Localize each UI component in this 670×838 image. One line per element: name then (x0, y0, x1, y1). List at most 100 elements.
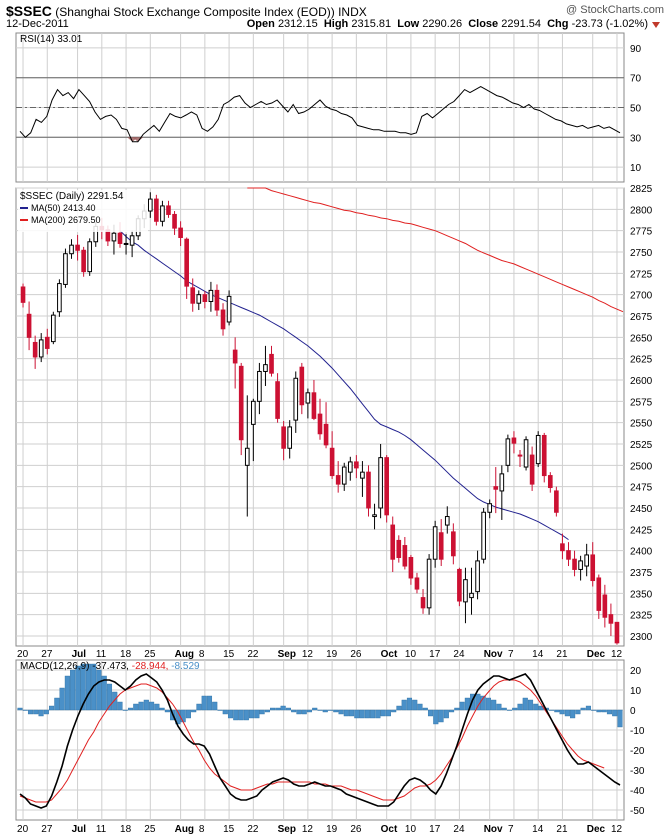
rsi-tick-label: 50 (630, 104, 642, 115)
quote-summary: Open 2312.15 High 2315.81 Low 2290.26 Cl… (247, 18, 648, 30)
macd-histogram-bar (149, 701, 155, 711)
price-x-label: 14 (532, 649, 544, 660)
macd-histogram-bar (533, 703, 539, 711)
macd-histogram-bar (612, 709, 618, 717)
price-x-label: 27 (41, 649, 53, 660)
candle-body (481, 511, 486, 560)
macd-x-label: 17 (429, 824, 441, 835)
macd-histogram-bar (517, 703, 523, 711)
rsi-legend: RSI(14) 33.01 (20, 34, 83, 45)
macd-tick-label: 0 (630, 706, 636, 717)
rsi-tick-label: 30 (630, 133, 642, 144)
candle-body (184, 238, 189, 287)
macd-histogram-bar (591, 709, 597, 711)
macd-histogram-bar (491, 699, 497, 711)
ma200-legend: MA(200) 2679.50 (31, 215, 101, 225)
price-x-label: Dec (587, 649, 606, 660)
macd-histogram-bar (443, 709, 449, 719)
macd-histogram-bar (601, 709, 607, 713)
macd-histogram-bar (506, 709, 513, 711)
macd-histogram-bar (270, 707, 276, 711)
candle-body (426, 558, 432, 609)
price-x-label: 12 (611, 649, 623, 660)
candle-body (529, 454, 535, 485)
macd-histogram-bar (422, 707, 428, 711)
candle-body (366, 471, 371, 509)
price-tick-label: 2750 (630, 248, 653, 259)
macd-histogram-bar (275, 707, 281, 711)
price-tick-label: 2425 (630, 525, 653, 536)
macd-x-label: Aug (175, 824, 194, 835)
candle-body (457, 568, 462, 602)
macd-histogram-bar (391, 709, 397, 713)
macd-x-label: 10 (405, 824, 417, 835)
macd-histogram-bar (143, 699, 149, 711)
candle-body (87, 241, 93, 273)
price-x-label: Aug (175, 649, 194, 660)
macd-histogram-bar (217, 709, 223, 711)
macd-histogram-bar (349, 709, 355, 717)
price-tick-label: 2550 (630, 419, 653, 430)
candle-body (438, 532, 444, 560)
macd-histogram-bar (380, 709, 386, 717)
rsi-line (19, 86, 621, 143)
candle-body (226, 295, 232, 323)
macd-histogram-bar (206, 695, 213, 711)
credit-link[interactable]: @ StockCharts.com (566, 4, 664, 16)
macd-histogram-bar (364, 709, 370, 719)
candle-body (547, 475, 553, 489)
candle-body (166, 205, 171, 215)
macd-histogram-bar (96, 669, 102, 711)
candle-body (378, 457, 383, 509)
macd-x-label: Jul (72, 824, 87, 835)
price-x-label: 7 (508, 649, 514, 660)
macd-histogram-bar (527, 699, 534, 711)
macd-x-label: 20 (17, 824, 29, 835)
candle-body (232, 349, 238, 364)
candle-body (51, 314, 56, 343)
macd-histogram-bar (159, 707, 165, 711)
macd-legend: MACD(12,26,9) -37.473, -28.944, -8.529 (20, 661, 200, 672)
macd-histogram-bar (185, 709, 191, 719)
candle-body (129, 235, 135, 246)
macd-histogram-bar (59, 687, 65, 711)
candle-body (347, 461, 353, 473)
macd-histogram-bar (375, 709, 381, 719)
price-tick-label: 2650 (630, 333, 653, 344)
macd-histogram-bar (480, 695, 486, 711)
price-tick-label: 2500 (630, 461, 653, 472)
candle-body (81, 249, 86, 273)
candle-body (463, 579, 468, 603)
macd-histogram-bar (64, 675, 70, 711)
macd-x-label: 12 (302, 824, 314, 835)
candle-body (202, 294, 208, 302)
candle-body (566, 550, 571, 560)
chg-value: -23.73 (-1.02%) (571, 18, 648, 30)
candle-body (578, 560, 583, 570)
price-tick-label: 2350 (630, 589, 653, 600)
macd-histogram-bar (396, 705, 402, 711)
candle-body (220, 309, 226, 330)
macd-histogram-bar (554, 709, 560, 713)
macd-histogram-bar (406, 697, 413, 711)
candle-body (287, 426, 293, 449)
high-label: High (323, 18, 349, 30)
macd-x-label: Dec (587, 824, 606, 835)
macd-histogram-bar (312, 707, 318, 711)
candle-body (590, 554, 596, 582)
macd-histogram-bar (596, 709, 602, 713)
down-arrow-icon (652, 22, 660, 28)
macd-histogram-bar (412, 699, 418, 711)
macd-histogram-bar (38, 709, 44, 717)
macd-tick-label: -40 (630, 786, 645, 797)
macd-histogram-bar (454, 707, 460, 711)
candle-body (335, 475, 341, 485)
candle-body (384, 457, 389, 516)
candle-body (214, 289, 220, 311)
candle-body (26, 313, 32, 338)
macd-histogram-bar (180, 709, 186, 723)
macd-tick-label: -50 (630, 806, 645, 817)
macd-histogram-bar (43, 709, 49, 715)
price-tick-label: 2375 (630, 568, 653, 579)
ma200-line (247, 187, 624, 313)
